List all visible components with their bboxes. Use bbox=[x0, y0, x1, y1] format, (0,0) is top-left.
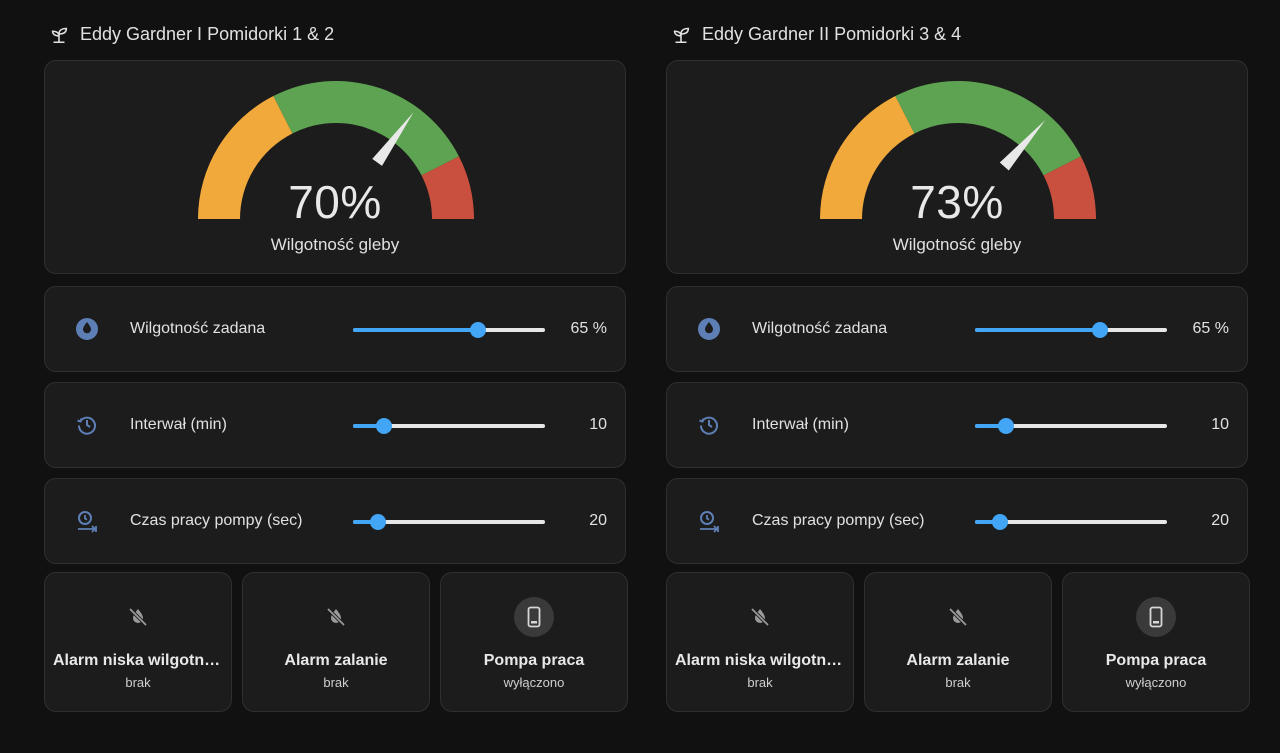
flood-alarm-tile[interactable]: Alarm zalanie brak bbox=[242, 572, 430, 712]
gauge-value: 70% bbox=[288, 176, 382, 228]
flood-alarm-tile[interactable]: Alarm zalanie brak bbox=[864, 572, 1052, 712]
gauge-segment-green bbox=[895, 81, 1081, 176]
gauge-chart bbox=[820, 81, 1096, 219]
slider-value: 20 bbox=[589, 512, 607, 529]
gauge-label: Wilgotność gleby bbox=[270, 235, 400, 254]
interval-slider[interactable] bbox=[975, 418, 1167, 434]
slider-value: 65 % bbox=[1192, 320, 1229, 337]
tile-name: Pompa praca bbox=[483, 652, 585, 669]
slider-thumb[interactable] bbox=[375, 418, 392, 434]
soil-moisture-gauge-card[interactable]: 70% Wilgotność gleby bbox=[44, 60, 626, 274]
slider-track[interactable] bbox=[353, 520, 545, 524]
gauge-label: Wilgotność gleby bbox=[892, 235, 1022, 254]
slider-fill bbox=[975, 520, 1000, 524]
timer-arrow-icon bbox=[78, 511, 97, 533]
soil-moisture-gauge-card[interactable]: 73% Wilgotność gleby bbox=[666, 60, 1248, 274]
cellphone-icon bbox=[1136, 597, 1176, 637]
section-title: Eddy Gardner I Pomidorki 1 & 2 bbox=[48, 20, 334, 48]
gauge-segment-yellow bbox=[820, 96, 915, 219]
tile-state: wyłączono bbox=[503, 675, 565, 690]
gauge-segment-green bbox=[273, 81, 459, 176]
tile-name: Alarm niska wilgotność bbox=[53, 652, 223, 669]
sprout-icon bbox=[51, 27, 68, 44]
slider-fill bbox=[975, 424, 1006, 428]
water-off-icon bbox=[118, 597, 158, 637]
interval-slider[interactable] bbox=[353, 418, 545, 434]
section-title-text: Eddy Gardner II Pomidorki 3 & 4 bbox=[702, 23, 962, 44]
pump-status-tile[interactable]: Pompa praca wyłączono bbox=[440, 572, 628, 712]
restore-clock-icon bbox=[77, 416, 96, 435]
setpoint-humidity-slider[interactable] bbox=[353, 322, 545, 338]
pump-runtime-slider[interactable] bbox=[975, 514, 1167, 530]
water-off-icon bbox=[740, 597, 780, 637]
setpoint-humidity-row: Wilgotność zadana 65 % bbox=[666, 286, 1248, 372]
low-moisture-alarm-tile[interactable]: Alarm niska wilgotność brak bbox=[666, 572, 854, 712]
slider-track[interactable] bbox=[353, 424, 545, 428]
interval-row: Interwał (min) 10 bbox=[44, 382, 626, 468]
slider-label: Wilgotność zadana bbox=[752, 320, 888, 337]
slider-thumb[interactable] bbox=[991, 514, 1008, 530]
interval-row: Interwał (min) 10 bbox=[666, 382, 1248, 468]
setpoint-humidity-row: Wilgotność zadana 65 % bbox=[44, 286, 626, 372]
tile-name: Alarm zalanie bbox=[284, 652, 388, 669]
slider-label: Interwał (min) bbox=[130, 416, 227, 433]
slider-label: Czas pracy pompy (sec) bbox=[130, 512, 303, 529]
slider-value: 10 bbox=[1211, 416, 1229, 433]
tile-state: brak bbox=[125, 675, 151, 690]
tile-state: brak bbox=[945, 675, 971, 690]
slider-label: Wilgotność zadana bbox=[130, 320, 266, 337]
timer-arrow-icon bbox=[700, 511, 719, 533]
section-title: Eddy Gardner II Pomidorki 3 & 4 bbox=[670, 20, 961, 48]
gauge-value: 73% bbox=[910, 176, 1004, 228]
restore-clock-icon bbox=[699, 416, 718, 435]
section-title-text: Eddy Gardner I Pomidorki 1 & 2 bbox=[80, 23, 335, 44]
tile-state: brak bbox=[747, 675, 773, 690]
water-drop-icon bbox=[76, 318, 98, 340]
cellphone-icon bbox=[514, 597, 554, 637]
tile-state: brak bbox=[323, 675, 349, 690]
slider-fill bbox=[353, 424, 384, 428]
gauge-chart bbox=[198, 81, 474, 219]
slider-value: 10 bbox=[589, 416, 607, 433]
slider-fill bbox=[353, 328, 478, 332]
slider-label: Czas pracy pompy (sec) bbox=[752, 512, 925, 529]
low-moisture-alarm-tile[interactable]: Alarm niska wilgotność brak bbox=[44, 572, 232, 712]
gauge-segment-red bbox=[421, 156, 474, 219]
water-off-icon bbox=[316, 597, 356, 637]
tile-name: Pompa praca bbox=[1105, 652, 1207, 669]
pump-runtime-row: Czas pracy pompy (sec) 20 bbox=[44, 478, 626, 564]
slider-label: Interwał (min) bbox=[752, 416, 849, 433]
gauge-segment-yellow bbox=[198, 96, 293, 219]
gauge-needle bbox=[372, 112, 414, 166]
pump-runtime-row: Czas pracy pompy (sec) 20 bbox=[666, 478, 1248, 564]
slider-value: 20 bbox=[1211, 512, 1229, 529]
gauge-segment-red bbox=[1043, 156, 1096, 219]
slider-thumb[interactable] bbox=[1091, 322, 1108, 338]
pump-status-tile[interactable]: Pompa praca wyłączono bbox=[1062, 572, 1250, 712]
gauge-needle bbox=[999, 119, 1046, 171]
water-drop-icon bbox=[698, 318, 720, 340]
setpoint-humidity-slider[interactable] bbox=[975, 322, 1167, 338]
slider-fill bbox=[975, 328, 1100, 332]
sprout-icon bbox=[673, 27, 690, 44]
slider-track[interactable] bbox=[975, 520, 1167, 524]
slider-value: 65 % bbox=[570, 320, 607, 337]
water-off-icon bbox=[938, 597, 978, 637]
slider-track[interactable] bbox=[975, 424, 1167, 428]
tile-name: Alarm zalanie bbox=[906, 652, 1010, 669]
tile-state: wyłączono bbox=[1125, 675, 1187, 690]
tile-name: Alarm niska wilgotność bbox=[675, 652, 845, 669]
pump-runtime-slider[interactable] bbox=[353, 514, 545, 530]
slider-thumb[interactable] bbox=[997, 418, 1014, 434]
slider-thumb[interactable] bbox=[469, 322, 486, 338]
slider-fill bbox=[353, 520, 378, 524]
slider-thumb[interactable] bbox=[369, 514, 386, 530]
